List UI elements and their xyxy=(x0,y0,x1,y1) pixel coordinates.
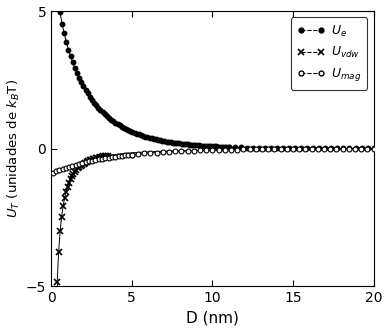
$U_{vdw}$ xyxy=(58,229,62,233)
$U_{vdw}$ xyxy=(96,156,101,160)
$U_{vdw}$ xyxy=(78,164,83,167)
$U_{vdw}$ xyxy=(65,185,70,189)
$U_e$ xyxy=(218,145,222,149)
$U_{vdw}$ xyxy=(83,161,88,165)
$U_{vdw}$ xyxy=(104,154,108,158)
Line: $U_{vdw}$: $U_{vdw}$ xyxy=(54,153,111,286)
$U_{vdw}$ xyxy=(101,155,106,159)
$U_{vdw}$ xyxy=(55,280,59,284)
$U_{vdw}$ xyxy=(80,163,85,166)
$U_{vdw}$ xyxy=(59,215,64,219)
Line: $U_{mag}$: $U_{mag}$ xyxy=(50,146,376,175)
$U_e$ xyxy=(371,147,376,151)
$U_{mag}$ xyxy=(359,147,364,151)
Legend: $U_e$, $U_{vdw}$, $U_{mag}$: $U_e$, $U_{vdw}$, $U_{mag}$ xyxy=(291,17,367,89)
$U_{vdw}$ xyxy=(105,154,110,158)
Y-axis label: $U_T$ (unidades de $k_B$T): $U_T$ (unidades de $k_B$T) xyxy=(5,79,22,218)
$U_{vdw}$ xyxy=(94,156,98,160)
$U_e$ xyxy=(57,10,62,14)
$U_e$ xyxy=(220,145,224,149)
$U_{vdw}$ xyxy=(73,170,77,174)
$U_{vdw}$ xyxy=(92,157,97,161)
$U_{vdw}$ xyxy=(68,177,73,181)
$U_e$ xyxy=(154,137,158,141)
$U_{vdw}$ xyxy=(71,172,76,176)
$U_{vdw}$ xyxy=(64,190,68,194)
$U_{mag}$ xyxy=(315,147,320,151)
$U_{vdw}$ xyxy=(74,168,79,172)
$U_{vdw}$ xyxy=(61,204,66,208)
$U_{vdw}$ xyxy=(70,174,74,178)
$U_e$ xyxy=(359,147,364,151)
$U_{mag}$ xyxy=(179,149,184,153)
$U_{vdw}$ xyxy=(62,196,67,200)
X-axis label: D (nm): D (nm) xyxy=(186,310,239,325)
$U_{vdw}$ xyxy=(86,159,91,163)
$U_{vdw}$ xyxy=(67,180,71,184)
$U_{vdw}$ xyxy=(85,160,89,164)
$U_{vdw}$ xyxy=(87,159,92,163)
$U_{vdw}$ xyxy=(98,155,102,159)
$U_{mag}$ xyxy=(50,170,55,174)
$U_{vdw}$ xyxy=(77,165,82,169)
$U_{mag}$ xyxy=(113,155,118,159)
$U_e$ xyxy=(60,22,64,25)
$U_{vdw}$ xyxy=(102,154,107,158)
$U_{vdw}$ xyxy=(89,158,94,162)
$U_{vdw}$ xyxy=(99,155,104,159)
$U_{vdw}$ xyxy=(76,166,80,170)
$U_{vdw}$ xyxy=(95,156,99,160)
Line: $U_e$: $U_e$ xyxy=(58,10,376,151)
$U_{mag}$ xyxy=(142,152,146,156)
$U_{vdw}$ xyxy=(81,162,86,166)
$U_{vdw}$ xyxy=(90,157,95,161)
$U_{mag}$ xyxy=(100,157,104,161)
$U_{vdw}$ xyxy=(56,250,61,254)
$U_e$ xyxy=(87,95,92,99)
$U_{mag}$ xyxy=(371,147,376,151)
